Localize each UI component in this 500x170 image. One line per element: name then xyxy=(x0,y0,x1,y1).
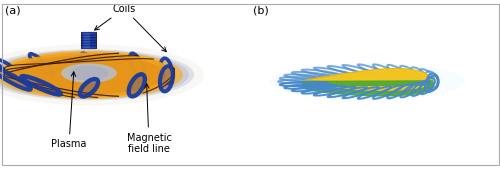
FancyBboxPatch shape xyxy=(84,41,90,43)
Text: (a): (a) xyxy=(5,5,20,15)
Ellipse shape xyxy=(161,69,172,89)
Ellipse shape xyxy=(61,63,117,83)
FancyBboxPatch shape xyxy=(82,35,96,38)
Polygon shape xyxy=(307,71,428,94)
Polygon shape xyxy=(302,69,432,95)
FancyBboxPatch shape xyxy=(84,46,90,48)
FancyBboxPatch shape xyxy=(82,43,96,46)
Ellipse shape xyxy=(70,66,108,80)
FancyBboxPatch shape xyxy=(82,45,96,49)
Text: Coils: Coils xyxy=(94,4,136,30)
Text: Blanket: Blanket xyxy=(0,169,1,170)
Ellipse shape xyxy=(0,70,27,88)
Ellipse shape xyxy=(82,81,96,95)
Ellipse shape xyxy=(26,78,57,93)
Ellipse shape xyxy=(2,52,176,97)
Polygon shape xyxy=(302,81,432,96)
FancyBboxPatch shape xyxy=(82,32,96,36)
Ellipse shape xyxy=(0,44,204,105)
FancyBboxPatch shape xyxy=(82,38,96,41)
Ellipse shape xyxy=(270,63,466,100)
Ellipse shape xyxy=(21,59,64,91)
Ellipse shape xyxy=(12,55,166,95)
FancyBboxPatch shape xyxy=(84,39,90,40)
Ellipse shape xyxy=(0,50,189,99)
Text: Magnetic
field line: Magnetic field line xyxy=(126,84,172,154)
Ellipse shape xyxy=(130,76,143,94)
Ellipse shape xyxy=(0,51,182,99)
Ellipse shape xyxy=(122,65,142,85)
Ellipse shape xyxy=(0,49,194,100)
Ellipse shape xyxy=(114,59,157,91)
FancyBboxPatch shape xyxy=(84,36,90,38)
FancyBboxPatch shape xyxy=(82,40,96,44)
Text: Plasma: Plasma xyxy=(52,72,86,149)
FancyBboxPatch shape xyxy=(84,33,90,35)
Text: (b): (b) xyxy=(252,5,268,15)
FancyBboxPatch shape xyxy=(84,44,90,46)
Ellipse shape xyxy=(36,65,56,85)
